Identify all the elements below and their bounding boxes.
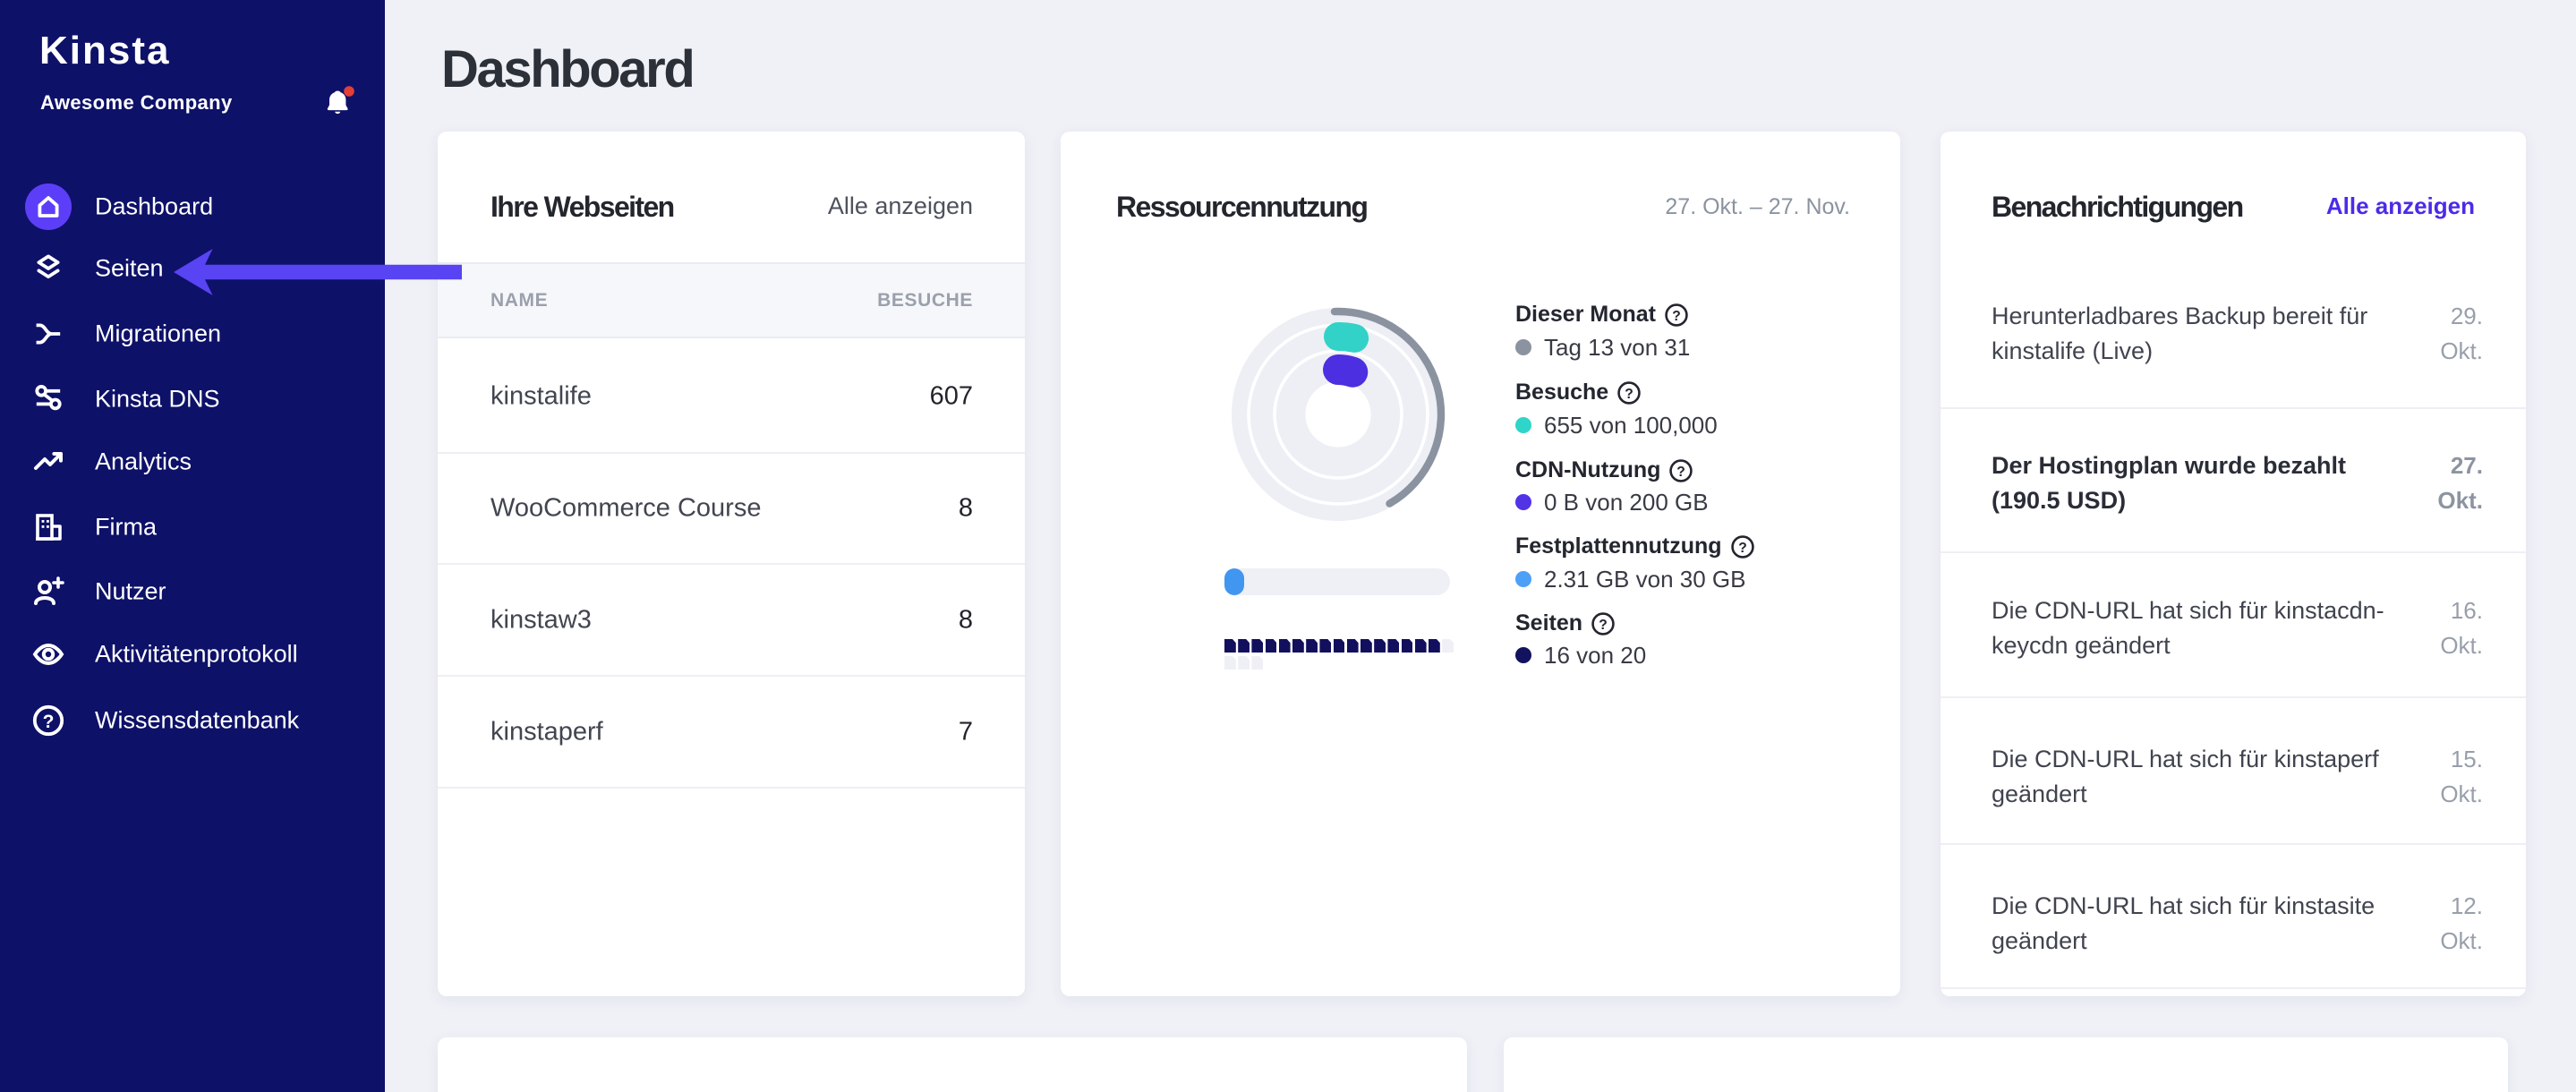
svg-text:?: ? [1672, 309, 1681, 324]
svg-text:?: ? [1625, 387, 1633, 402]
svg-text:?: ? [43, 712, 55, 732]
svg-text:?: ? [1599, 618, 1608, 633]
svg-text:?: ? [1738, 541, 1747, 556]
svg-text:?: ? [1677, 465, 1686, 480]
